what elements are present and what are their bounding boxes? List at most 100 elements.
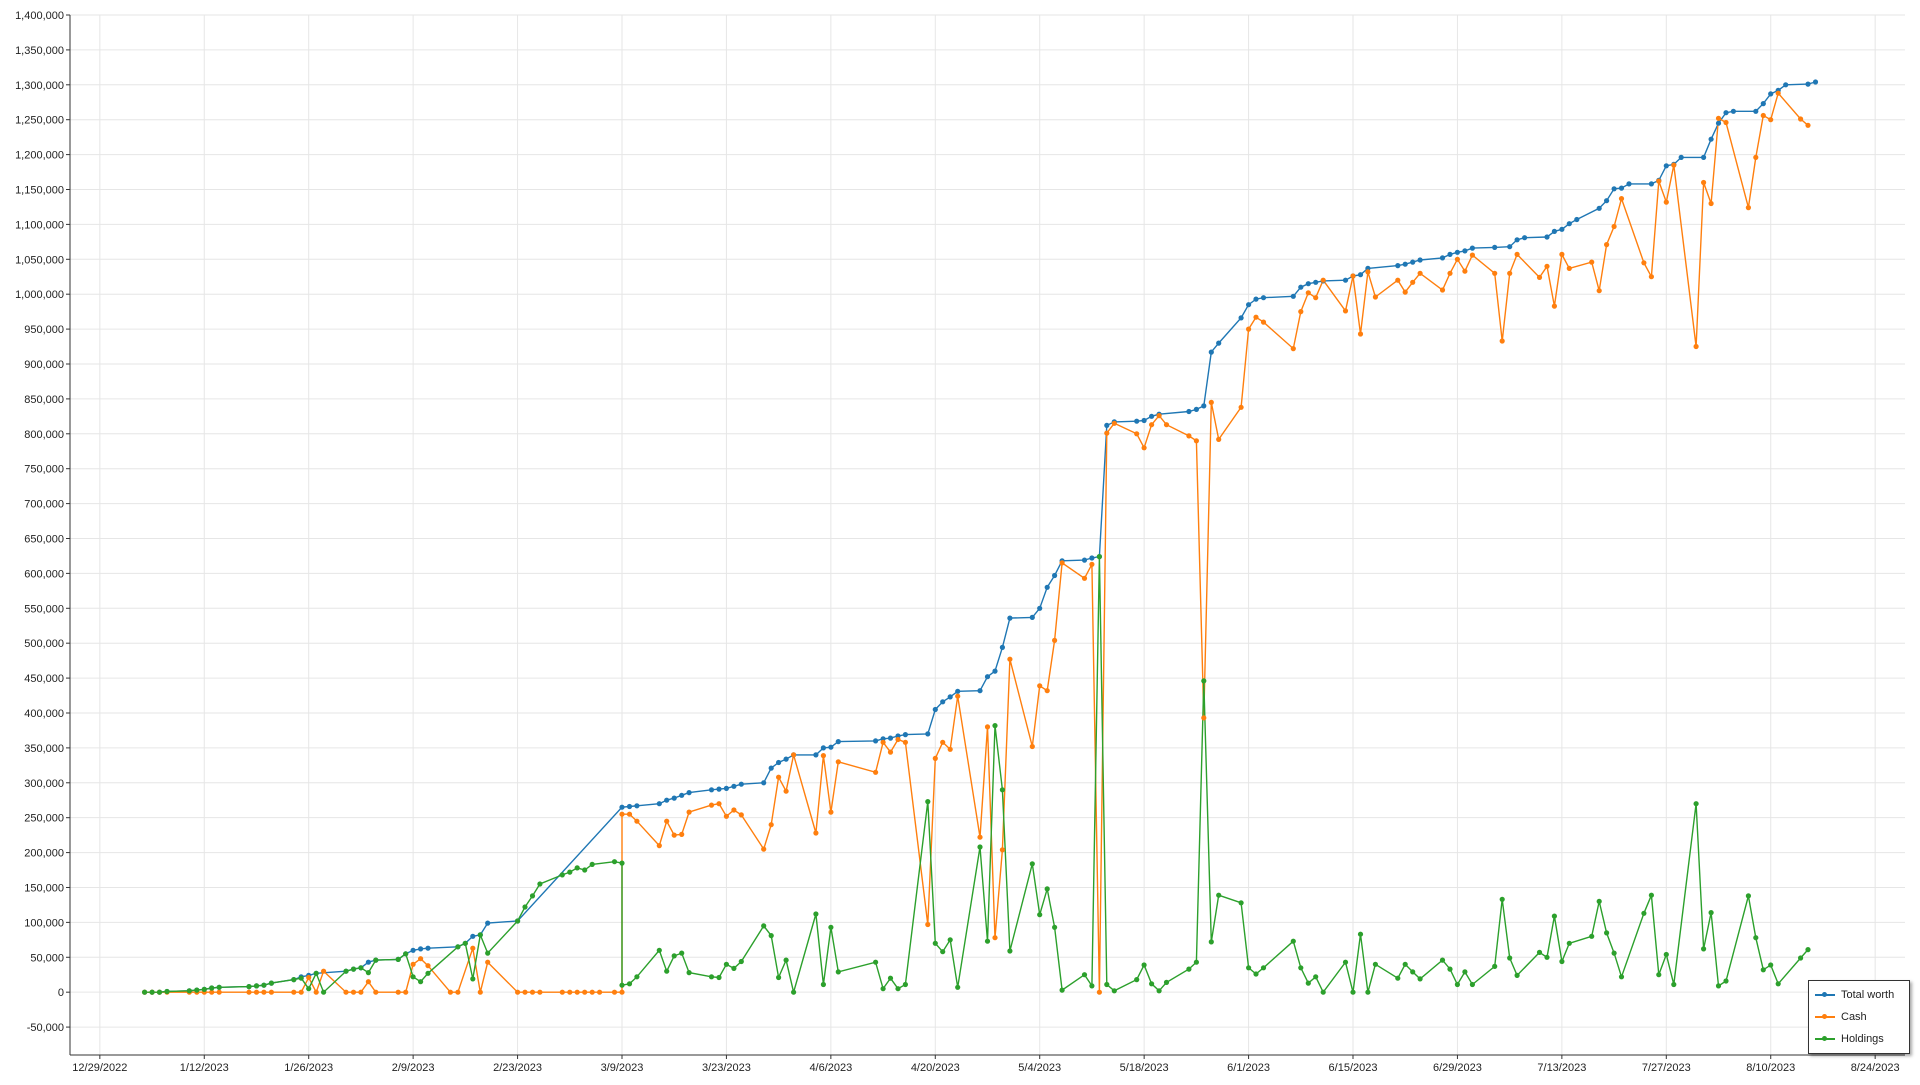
data-point-total-worth xyxy=(1514,237,1520,243)
data-point-total-worth xyxy=(708,787,715,793)
x-tick-label: 6/15/2023 xyxy=(1329,1062,1378,1074)
data-point-holdings xyxy=(1253,971,1259,977)
data-point-total-worth xyxy=(1305,281,1311,287)
data-point-holdings xyxy=(1029,861,1035,867)
data-point-holdings xyxy=(1708,910,1714,916)
data-point-holdings xyxy=(813,911,819,917)
data-point-cash xyxy=(559,989,565,995)
data-point-total-worth xyxy=(1029,614,1035,621)
y-tick-label: -50,000 xyxy=(27,1022,64,1034)
data-point-cash xyxy=(656,843,662,849)
y-tick-label: 150,000 xyxy=(24,882,64,894)
data-point-holdings xyxy=(999,787,1006,793)
data-point-total-worth xyxy=(873,738,879,744)
legend-label-total-worth: Total worth xyxy=(1841,989,1895,1001)
data-point-holdings xyxy=(1536,949,1543,956)
y-tick-label: 1,350,000 xyxy=(15,45,64,57)
y-tick-label: 300,000 xyxy=(24,778,64,790)
data-point-cash xyxy=(1507,270,1513,276)
data-point-holdings xyxy=(1193,959,1199,965)
data-point-cash xyxy=(1566,265,1572,271)
data-point-total-worth xyxy=(1253,296,1259,302)
y-tick-label: 250,000 xyxy=(24,813,64,825)
data-point-total-worth xyxy=(1760,101,1766,107)
data-point-holdings xyxy=(1768,962,1774,968)
data-point-cash xyxy=(447,989,453,995)
data-point-cash xyxy=(470,945,476,951)
data-point-holdings xyxy=(1216,892,1222,898)
data-point-cash xyxy=(999,847,1006,853)
data-point-holdings xyxy=(925,799,931,805)
data-point-cash xyxy=(932,755,938,762)
data-point-holdings xyxy=(358,965,364,971)
data-point-holdings xyxy=(403,951,409,957)
data-point-holdings xyxy=(1342,959,1349,965)
data-point-holdings xyxy=(567,869,573,875)
data-point-holdings xyxy=(1618,974,1625,980)
data-point-cash xyxy=(984,724,991,730)
y-tick-label: 1,400,000 xyxy=(15,10,64,22)
data-point-holdings xyxy=(1156,988,1162,994)
data-point-cash xyxy=(835,759,841,765)
data-point-holdings xyxy=(1149,981,1155,987)
data-point-cash xyxy=(1708,200,1714,207)
y-tick-label: 450,000 xyxy=(24,673,64,685)
data-point-cash xyxy=(776,774,782,780)
data-point-holdings xyxy=(1469,981,1475,988)
data-point-holdings xyxy=(1656,972,1662,978)
data-point-cash xyxy=(1149,422,1155,428)
data-point-total-worth xyxy=(738,781,744,787)
data-point-cash xyxy=(515,989,521,995)
data-point-holdings xyxy=(365,970,371,976)
data-point-cash xyxy=(1775,90,1781,96)
y-tick-label: 750,000 xyxy=(24,464,64,476)
data-point-cash xyxy=(373,989,379,995)
data-point-cash xyxy=(1238,404,1244,410)
y-tick-label: 400,000 xyxy=(24,708,64,720)
data-point-cash xyxy=(887,749,894,755)
series-points xyxy=(142,79,1819,995)
data-point-total-worth xyxy=(1469,245,1475,251)
data-point-holdings xyxy=(947,937,953,943)
data-point-holdings xyxy=(1663,951,1669,958)
data-point-holdings xyxy=(1701,946,1707,952)
data-point-cash xyxy=(418,956,424,962)
data-point-total-worth xyxy=(1447,251,1453,257)
data-point-cash xyxy=(1447,270,1453,276)
data-point-cash xyxy=(1753,154,1759,160)
data-point-holdings xyxy=(1402,961,1408,967)
data-point-cash xyxy=(1089,561,1095,567)
data-point-holdings xyxy=(1589,933,1595,939)
data-point-total-worth xyxy=(1402,261,1408,267)
data-point-total-worth xyxy=(1141,417,1147,424)
data-point-cash xyxy=(731,807,737,813)
data-point-cash xyxy=(1656,178,1662,184)
data-point-cash xyxy=(1290,346,1296,352)
data-point-cash xyxy=(828,809,834,815)
data-point-total-worth xyxy=(1678,154,1684,160)
data-point-holdings xyxy=(1551,913,1557,919)
data-point-total-worth xyxy=(1149,413,1155,419)
data-point-total-worth xyxy=(1037,605,1043,611)
data-point-total-worth xyxy=(619,804,625,810)
data-point-cash xyxy=(1216,436,1222,442)
data-point-cash xyxy=(1760,112,1766,119)
data-point-holdings xyxy=(1671,981,1677,988)
y-tick-label: 0 xyxy=(58,987,64,999)
data-point-total-worth xyxy=(1454,249,1460,255)
data-point-cash xyxy=(350,989,357,995)
data-point-holdings xyxy=(1410,969,1416,975)
data-point-holdings xyxy=(343,968,349,974)
data-point-total-worth xyxy=(1812,79,1819,85)
data-point-total-worth xyxy=(1559,226,1565,232)
data-point-cash xyxy=(1059,560,1065,566)
data-point-cash xyxy=(1208,399,1214,405)
data-point-cash xyxy=(880,739,886,745)
data-point-total-worth xyxy=(1618,185,1625,191)
data-point-holdings xyxy=(186,988,192,994)
data-point-cash xyxy=(1081,575,1088,581)
data-point-holdings xyxy=(1238,900,1244,906)
data-point-total-worth xyxy=(679,792,685,798)
data-point-holdings xyxy=(656,947,662,953)
data-point-holdings xyxy=(731,965,737,972)
